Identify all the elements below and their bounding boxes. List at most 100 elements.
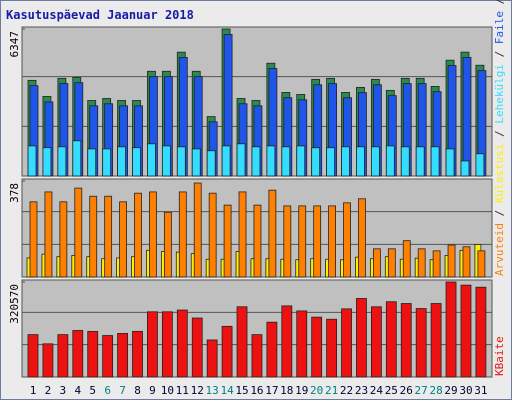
x-tick-label: 18 <box>280 384 293 397</box>
bar <box>87 148 97 177</box>
x-tick-label: 20 <box>310 384 323 397</box>
y-tick-label: 320570 <box>8 284 21 324</box>
bar <box>400 303 412 378</box>
bar <box>385 301 397 378</box>
x-tick-label: 5 <box>89 384 96 397</box>
bar <box>104 195 113 278</box>
bar <box>326 318 338 378</box>
bar <box>223 204 232 278</box>
bar <box>475 286 487 378</box>
bar <box>117 146 126 177</box>
x-tick-label: 26 <box>400 384 413 397</box>
bar <box>149 191 157 278</box>
x-tick-label: 28 <box>429 384 442 397</box>
bar <box>298 205 307 278</box>
bar <box>385 145 395 177</box>
bar <box>281 305 293 378</box>
bar <box>358 198 366 278</box>
bar <box>253 204 262 278</box>
bar <box>89 195 98 278</box>
bar <box>206 150 216 177</box>
legend-separator: / <box>493 124 506 144</box>
x-tick-label: 13 <box>206 384 219 397</box>
bar <box>400 146 410 177</box>
chart-title: Kasutuspäevad Jaanuar 2018 <box>6 8 194 22</box>
x-tick-label: 10 <box>161 384 174 397</box>
bar <box>72 140 82 177</box>
bar <box>132 147 141 177</box>
bar <box>417 248 426 278</box>
legend-label: KBaite <box>493 336 506 376</box>
x-tick-label: 8 <box>134 384 141 397</box>
bar <box>29 201 38 278</box>
bar <box>356 146 365 177</box>
x-tick-label: 25 <box>385 384 398 397</box>
bar <box>328 205 337 278</box>
bar <box>415 308 427 378</box>
legend-label: Külastusi <box>493 144 506 204</box>
x-tick-label: 2 <box>45 384 52 397</box>
bar <box>134 192 142 278</box>
bar <box>447 244 456 278</box>
bar <box>236 306 248 378</box>
bar <box>191 148 201 177</box>
bar <box>430 303 442 378</box>
bar <box>266 145 276 177</box>
x-tick-label: 7 <box>119 384 126 397</box>
legend: Arvuteid / Külastusi / Lehekülgi / Faile… <box>493 0 506 276</box>
x-tick-label: 30 <box>459 384 472 397</box>
x-tick-label: 1 <box>30 384 37 397</box>
bar <box>311 147 321 177</box>
x-tick-label: 21 <box>325 384 338 397</box>
bar <box>311 316 323 378</box>
bar <box>266 321 278 378</box>
bar <box>147 311 158 378</box>
bar <box>176 309 188 378</box>
legend-label: Faile <box>493 11 506 44</box>
bar <box>221 145 231 177</box>
x-tick-label: 12 <box>191 384 204 397</box>
bar <box>102 148 112 177</box>
bar <box>326 147 336 177</box>
bar <box>44 191 53 278</box>
bar <box>221 325 233 378</box>
bar <box>27 334 39 378</box>
bar <box>460 284 472 378</box>
legend-label: Lehekülgi <box>493 64 506 124</box>
bar <box>191 317 203 378</box>
bar <box>42 147 52 177</box>
bar <box>161 311 173 378</box>
bar <box>42 343 54 378</box>
bar <box>57 334 69 378</box>
bar <box>462 57 472 177</box>
bar <box>193 182 202 278</box>
x-tick-label: 3 <box>60 384 67 397</box>
bar <box>356 298 367 378</box>
bar <box>341 146 350 177</box>
x-tick-label: 24 <box>370 384 384 397</box>
bar <box>72 330 84 378</box>
bar <box>236 143 246 177</box>
bar <box>477 250 486 278</box>
bar <box>462 246 471 278</box>
bar <box>460 160 470 177</box>
legend-separator: / <box>493 0 506 11</box>
legend-separator: / <box>493 203 506 223</box>
x-tick-label: 9 <box>149 384 156 397</box>
bar <box>251 146 261 177</box>
x-tick-label: 31 <box>474 384 487 397</box>
bar <box>27 145 37 177</box>
bar <box>475 153 485 177</box>
bar <box>102 335 114 378</box>
x-tick-label: 11 <box>176 384 189 397</box>
bar <box>430 146 440 177</box>
bar <box>119 201 127 278</box>
y-tick-label: 378 <box>8 183 21 203</box>
x-tick-label: 4 <box>74 384 81 397</box>
x-tick-label: 15 <box>235 384 248 397</box>
bar <box>163 211 172 278</box>
bar <box>281 146 291 177</box>
bar <box>296 310 308 378</box>
x-tick-label: 19 <box>295 384 308 397</box>
